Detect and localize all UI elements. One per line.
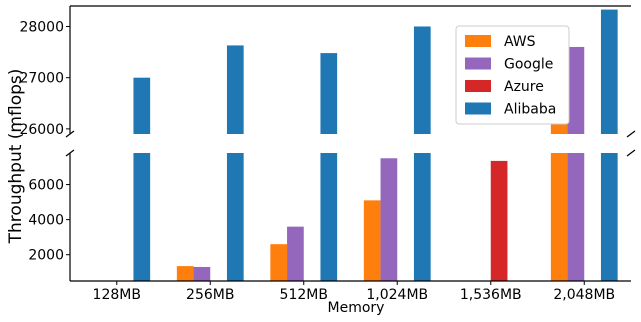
bar-google-512mb-lower <box>287 226 304 281</box>
x-tick-label: 512MB <box>280 287 328 303</box>
bar-google-2048mb-upper <box>567 46 585 134</box>
legend-swatch-alibaba <box>465 102 491 115</box>
legend-box <box>455 25 570 125</box>
x-tick-label: 256MB <box>186 287 234 303</box>
bar-alibaba-2048mb-upper <box>600 9 618 134</box>
lower-y-tick-label: 4000 <box>28 213 64 229</box>
bar-alibaba-256mb-upper <box>226 45 244 135</box>
bar-alibaba-512mb-lower <box>320 153 338 281</box>
x-tick-label: 128MB <box>93 287 141 303</box>
bar-aws-1024mb-lower <box>363 200 381 281</box>
bar-aws-256mb-lower <box>176 266 194 281</box>
bar-aws-2048mb-lower <box>550 153 568 281</box>
lower-y-tick-label: 2000 <box>28 248 64 264</box>
legend-label-aws: AWS <box>504 34 536 50</box>
upper-y-tick-label: 28000 <box>19 19 64 35</box>
break-mark-lower-right <box>626 149 636 157</box>
break-mark-upper-left <box>65 130 75 138</box>
x-tick-label: 1,024MB <box>366 287 428 303</box>
upper-y-tick-label: 26000 <box>19 122 64 138</box>
legend: AWS Google Azure Alibaba <box>455 25 570 125</box>
x-axis-label: Memory <box>328 300 385 316</box>
x-tick-label: 2,048MB <box>553 287 615 303</box>
bar-google-2048mb-lower <box>567 153 585 281</box>
break-mark-upper-right <box>626 130 636 138</box>
legend-swatch-aws <box>465 35 491 47</box>
bar-google-256mb-lower <box>193 266 211 281</box>
ticks: 26000 27000 28000 2000 4000 6000 128MB 256MB 512… <box>19 19 615 303</box>
bar-aws-512mb-lower <box>270 244 288 281</box>
bar-alibaba-128mb-upper <box>133 77 151 134</box>
upper-y-tick-label: 27000 <box>19 71 64 87</box>
bar-alibaba-1024mb-lower <box>413 153 431 281</box>
x-tick-label: 1,536MB <box>460 287 522 303</box>
legend-swatch-google <box>465 57 491 70</box>
legend-swatch-azure <box>465 80 491 92</box>
bar-alibaba-1024mb-upper <box>413 26 431 135</box>
bar-alibaba-512mb-upper <box>320 53 338 134</box>
bar-google-1024mb-lower <box>380 158 398 281</box>
legend-label-google: Google <box>504 57 553 73</box>
axes <box>65 5 636 282</box>
y-axis-label: Throughput (mflops) <box>6 69 26 245</box>
legend-label-alibaba: Alibaba <box>504 102 556 118</box>
lower-panel-bars <box>133 153 618 281</box>
lower-y-tick-label: 6000 <box>28 178 64 194</box>
bar-azure-1536mb-lower <box>490 160 508 281</box>
legend-label-azure: Azure <box>504 79 544 95</box>
bar-alibaba-256mb-lower <box>226 153 244 281</box>
break-mark-lower-left <box>65 149 75 157</box>
bar-alibaba-128mb-lower <box>133 153 151 281</box>
bar-alibaba-2048mb-lower <box>600 153 618 281</box>
